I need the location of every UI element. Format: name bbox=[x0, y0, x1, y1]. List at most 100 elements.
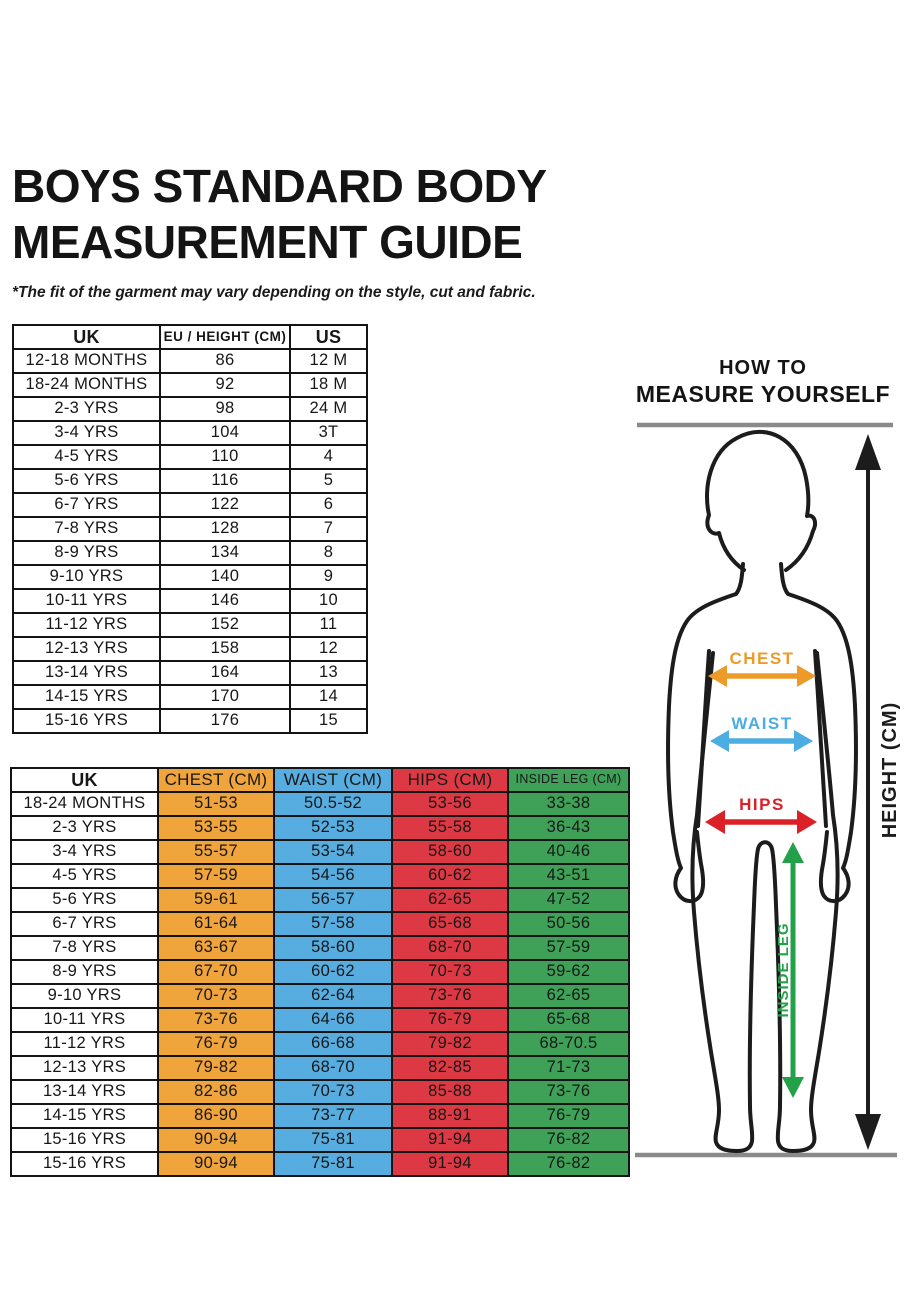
table-cell: 53-55 bbox=[157, 815, 275, 841]
table-row: 11-12 YRS 76-79 66-68 79-82 68-70.5 bbox=[10, 1031, 630, 1057]
table-cell: 68-70 bbox=[273, 1055, 393, 1081]
chest-measure-arrow: CHEST bbox=[708, 649, 816, 687]
hips-label: HIPS bbox=[739, 795, 785, 814]
table-cell: 53-54 bbox=[273, 839, 393, 865]
table-row: 6-7 YRS 122 6 bbox=[12, 492, 368, 518]
table-row: 14-15 YRS 86-90 73-77 88-91 76-79 bbox=[10, 1103, 630, 1129]
column-header: UK bbox=[12, 324, 161, 350]
table-cell: 76-82 bbox=[507, 1151, 630, 1177]
table-cell: 82-86 bbox=[157, 1079, 275, 1105]
table-cell: 13 bbox=[289, 660, 368, 686]
table-cell: 65-68 bbox=[391, 911, 509, 937]
table-cell: 14-15 YRS bbox=[10, 1103, 159, 1129]
table-cell: 5 bbox=[289, 468, 368, 494]
table-cell: 70-73 bbox=[157, 983, 275, 1009]
page-title-line2: MEASUREMENT GUIDE bbox=[12, 216, 523, 268]
table-row: 7-8 YRS 63-67 58-60 68-70 57-59 bbox=[10, 935, 630, 961]
waist-arrowhead-left bbox=[710, 730, 729, 752]
table-cell: 140 bbox=[159, 564, 291, 590]
table-cell: 122 bbox=[159, 492, 291, 518]
table-cell: 50.5-52 bbox=[273, 791, 393, 817]
left-arm-outline bbox=[666, 562, 745, 904]
table-cell: 58-60 bbox=[273, 935, 393, 961]
table-cell: 3-4 YRS bbox=[10, 839, 159, 865]
table-cell: 12 bbox=[289, 636, 368, 662]
table-cell: 91-94 bbox=[391, 1127, 509, 1153]
table-cell: 54-56 bbox=[273, 863, 393, 889]
head-outline bbox=[705, 429, 818, 572]
table-cell: 18-24 MONTHS bbox=[12, 372, 161, 398]
inside-leg-arrowhead-bottom bbox=[782, 1077, 804, 1098]
table-cell: 71-73 bbox=[507, 1055, 630, 1081]
column-header: EU / HEIGHT (CM) bbox=[159, 324, 291, 350]
table-cell: 12-13 YRS bbox=[12, 636, 161, 662]
table-cell: 2-3 YRS bbox=[12, 396, 161, 422]
table-cell: 158 bbox=[159, 636, 291, 662]
table-row: 8-9 YRS 134 8 bbox=[12, 540, 368, 566]
table-cell: 3T bbox=[289, 420, 368, 446]
table-cell: 76-79 bbox=[507, 1103, 630, 1129]
table-cell: 70-73 bbox=[273, 1079, 393, 1105]
table-row: 9-10 YRS 140 9 bbox=[12, 564, 368, 590]
table-cell: 7-8 YRS bbox=[10, 935, 159, 961]
waist-arrowhead-right bbox=[794, 730, 813, 752]
table-cell: 6-7 YRS bbox=[10, 911, 159, 937]
table-cell: 6 bbox=[289, 492, 368, 518]
column-header: WAIST (CM) bbox=[273, 767, 393, 793]
table-row: 10-11 YRS 73-76 64-66 76-79 65-68 bbox=[10, 1007, 630, 1033]
column-header: CHEST (CM) bbox=[157, 767, 275, 793]
height-label: HEIGHT (CM) bbox=[879, 702, 901, 839]
table-cell: 64-66 bbox=[273, 1007, 393, 1033]
table-cell: 73-76 bbox=[507, 1079, 630, 1105]
chest-arrowhead-right bbox=[797, 665, 816, 687]
table-cell: 170 bbox=[159, 684, 291, 710]
body-outline bbox=[666, 429, 858, 1153]
how-to-measure-diagram: CHEST WAIST HIPS INSIDE LEG HEIGHT (CM) bbox=[635, 422, 901, 1158]
table-cell: 91-94 bbox=[391, 1151, 509, 1177]
inside-leg-measure-arrow: INSIDE LEG bbox=[775, 842, 804, 1098]
waist-measure-arrow: WAIST bbox=[710, 714, 813, 752]
column-header: US bbox=[289, 324, 368, 350]
table-cell: 4 bbox=[289, 444, 368, 470]
table-cell: 59-62 bbox=[507, 959, 630, 985]
table-cell: 55-58 bbox=[391, 815, 509, 841]
table-row: 15-16 YRS 176 15 bbox=[12, 708, 368, 734]
table-row: 4-5 YRS 57-59 54-56 60-62 43-51 bbox=[10, 863, 630, 889]
table-cell: 82-85 bbox=[391, 1055, 509, 1081]
table-cell: 11-12 YRS bbox=[10, 1031, 159, 1057]
table-cell: 40-46 bbox=[507, 839, 630, 865]
disclaimer-note: *The fit of the garment may vary dependi… bbox=[12, 284, 536, 301]
table-row: 8-9 YRS 67-70 60-62 70-73 59-62 bbox=[10, 959, 630, 985]
table-cell: 12-18 MONTHS bbox=[12, 348, 161, 374]
table-cell: 86 bbox=[159, 348, 291, 374]
table-cell: 5-6 YRS bbox=[12, 468, 161, 494]
body-measurement-table: UK CHEST (CM) WAIST (CM) HIPS (CM) INSIDE LE… bbox=[10, 767, 630, 1177]
table-cell: 9-10 YRS bbox=[12, 564, 161, 590]
body-table-body: 18-24 MONTHS 51-53 50.5-52 53-56 33-38 2-3 YR… bbox=[10, 791, 630, 1177]
table-cell: 7 bbox=[289, 516, 368, 542]
table-cell: 128 bbox=[159, 516, 291, 542]
table-cell: 8-9 YRS bbox=[10, 959, 159, 985]
table-row: 11-12 YRS 152 11 bbox=[12, 612, 368, 638]
table-cell: 2-3 YRS bbox=[10, 815, 159, 841]
table-cell: 57-58 bbox=[273, 911, 393, 937]
chest-arrowhead-left bbox=[708, 665, 727, 687]
table-cell: 62-65 bbox=[391, 887, 509, 913]
table-cell: 57-59 bbox=[507, 935, 630, 961]
column-header: HIPS (CM) bbox=[391, 767, 509, 793]
inside-leg-arrowhead-top bbox=[782, 842, 804, 863]
table-row: 2-3 YRS 98 24 M bbox=[12, 396, 368, 422]
table-cell: 12-13 YRS bbox=[10, 1055, 159, 1081]
figure-heading-line2: MEASURE YOURSELF bbox=[635, 381, 891, 407]
table-cell: 75-81 bbox=[273, 1127, 393, 1153]
table-cell: 15-16 YRS bbox=[10, 1127, 159, 1153]
table-cell: 63-67 bbox=[157, 935, 275, 961]
table-cell: 47-52 bbox=[507, 887, 630, 913]
size-table-header: UK EU / HEIGHT (CM) US bbox=[12, 324, 368, 350]
table-row: 2-3 YRS 53-55 52-53 55-58 36-43 bbox=[10, 815, 630, 841]
table-cell: 68-70.5 bbox=[507, 1031, 630, 1057]
table-cell: 15-16 YRS bbox=[10, 1151, 159, 1177]
height-arrowhead-bottom bbox=[855, 1114, 881, 1150]
hips-measure-arrow: HIPS bbox=[705, 795, 817, 834]
table-cell: 50-56 bbox=[507, 911, 630, 937]
